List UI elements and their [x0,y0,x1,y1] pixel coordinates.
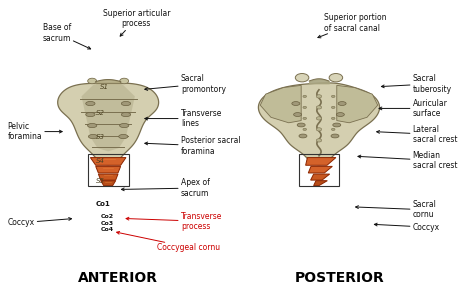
Text: Apex of
sacrum: Apex of sacrum [121,178,210,198]
Text: S2: S2 [96,110,105,116]
Circle shape [316,128,322,131]
Ellipse shape [337,113,344,117]
Circle shape [331,95,335,97]
Text: Transverse
lines: Transverse lines [145,109,222,128]
Text: S1: S1 [100,84,109,90]
Text: S5: S5 [96,178,105,184]
Circle shape [295,73,309,82]
Polygon shape [99,174,118,180]
Text: Coccyx: Coccyx [374,223,440,232]
Polygon shape [260,85,301,123]
Polygon shape [314,181,328,186]
Polygon shape [258,83,380,165]
Polygon shape [82,84,135,151]
Ellipse shape [121,101,131,106]
Ellipse shape [88,123,97,128]
Polygon shape [308,166,332,173]
Ellipse shape [299,134,307,138]
Circle shape [303,106,307,109]
Text: Coccyx: Coccyx [8,217,72,227]
Circle shape [329,73,343,82]
Ellipse shape [297,123,305,127]
Text: Sacral
cornu: Sacral cornu [356,200,437,219]
Text: POSTERIOR: POSTERIOR [295,271,385,285]
Polygon shape [100,181,116,186]
Text: Co2: Co2 [101,214,114,219]
Ellipse shape [89,135,98,139]
Text: S3: S3 [96,134,105,140]
Polygon shape [96,166,121,173]
Ellipse shape [338,101,346,105]
Text: Co3: Co3 [101,221,114,226]
Ellipse shape [119,123,129,128]
Text: ANTERIOR: ANTERIOR [78,271,157,285]
Ellipse shape [293,113,301,117]
Circle shape [316,139,322,142]
Circle shape [331,128,335,130]
Ellipse shape [118,135,128,139]
Circle shape [316,117,322,120]
Text: Sacral
promontory: Sacral promontory [145,74,226,94]
Circle shape [331,117,335,119]
Circle shape [316,95,322,98]
Text: Superior articular
process: Superior articular process [102,9,170,36]
Polygon shape [310,174,329,180]
Circle shape [331,106,335,109]
Text: Median
sacral crest: Median sacral crest [358,151,457,170]
Text: Pelvic
foramina: Pelvic foramina [8,122,62,141]
Text: Transverse
process: Transverse process [126,212,222,231]
Text: Posterior sacral
foramina: Posterior sacral foramina [145,136,240,156]
Circle shape [88,78,97,84]
Text: Auricular
surface: Auricular surface [379,99,447,118]
Ellipse shape [333,123,341,127]
Ellipse shape [86,112,95,117]
Text: Lateral
sacral crest: Lateral sacral crest [377,125,457,144]
Text: Superior portion
of sacral canal: Superior portion of sacral canal [318,13,386,38]
Circle shape [303,95,307,97]
Text: Coccygeal cornu: Coccygeal cornu [117,232,220,252]
Ellipse shape [86,101,95,106]
Circle shape [303,117,307,119]
Polygon shape [337,85,378,123]
Text: Co4: Co4 [101,227,114,232]
Circle shape [303,128,307,130]
Circle shape [316,106,322,109]
Text: S4: S4 [96,158,105,163]
Polygon shape [306,158,336,165]
Polygon shape [91,158,126,165]
Circle shape [120,78,128,84]
Ellipse shape [292,101,300,105]
Text: Base of
sacrum: Base of sacrum [43,24,91,49]
Text: Sacral
tuberosity: Sacral tuberosity [382,74,452,94]
Ellipse shape [121,112,131,117]
Ellipse shape [331,134,339,138]
Text: Co1: Co1 [96,201,111,207]
Polygon shape [58,83,159,165]
